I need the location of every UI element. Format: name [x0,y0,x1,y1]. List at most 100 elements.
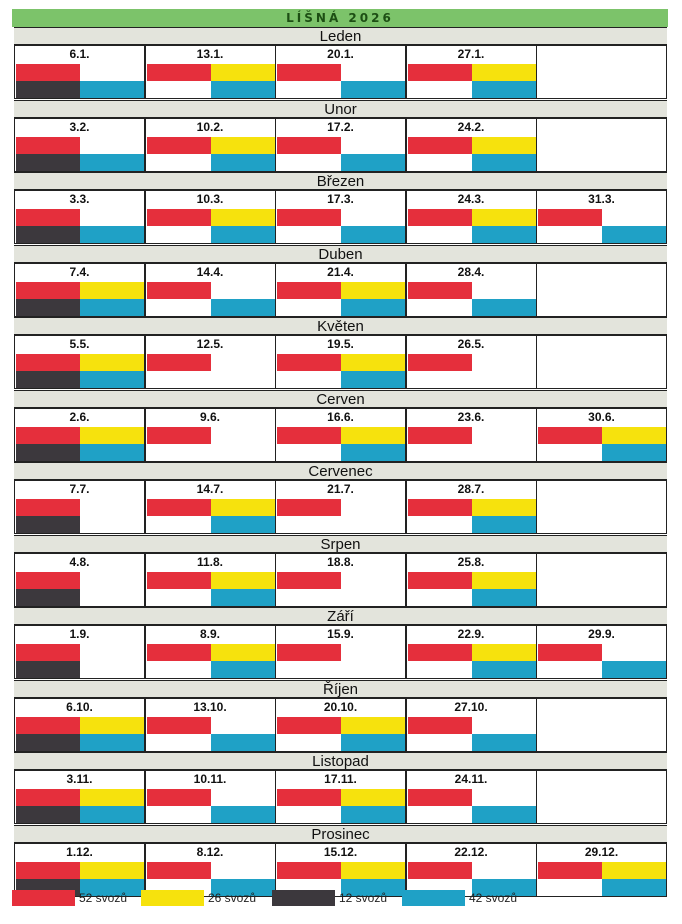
empty-day [536,263,667,317]
collection-day: 6.1. [14,45,145,99]
collection-date: 13.1. [196,47,224,61]
collection-date: 11.8. [196,555,224,569]
collection-day: 4.8. [14,553,145,607]
blue-collection-band [80,879,144,896]
collection-date: 14.7. [196,482,224,496]
collection-day: 21.7. [275,480,406,534]
collection-date [537,46,666,63]
collection-day: 8.12. [144,843,276,897]
red-collection-band [407,862,472,879]
collection-day: 5.5. [14,335,145,389]
blue-collection-band [341,734,405,751]
blue-collection-band [471,81,536,98]
red-collection-band [277,427,341,444]
blue-collection-band [210,661,275,678]
collection-date: 20.1. [327,47,354,61]
collection-day: 21.4. [275,263,406,317]
blue-collection-band [80,154,144,171]
collection-date: 24.3. [457,192,485,206]
collection-day: 19.5. [275,335,406,389]
yellow-collection-band [471,644,536,661]
collection-date: 24.11. [454,772,488,786]
dark-collection-band [16,444,80,461]
collection-date: 28.4. [457,265,485,279]
collection-day: 23.6. [405,408,537,462]
collection-date: 23.6. [457,410,485,424]
collection-date: 20.10. [323,700,358,714]
collection-date: 30.6. [588,410,615,424]
collection-date: 10.11. [193,772,227,786]
red-collection-band [277,354,341,371]
red-collection-band [16,572,80,589]
month-header: Cervenec [14,462,667,480]
red-collection-band [277,64,341,81]
collection-date: 8.9. [199,627,220,641]
red-collection-band [277,572,341,589]
collection-date [537,771,666,788]
yellow-collection-band [602,427,666,444]
collection-date: 21.7. [327,482,354,496]
blue-collection-band [210,589,275,606]
collection-date: 3.3. [69,192,90,206]
yellow-collection-band [341,427,405,444]
legend-label: 52 svozů [79,891,128,905]
blue-collection-band [602,226,666,243]
collection-date: 18.8. [327,555,354,569]
collection-date: 22.9. [457,627,485,641]
collection-day: 14.7. [144,480,276,534]
red-collection-band [146,789,211,806]
yellow-collection-band [471,572,536,589]
red-collection-band [407,427,472,444]
collection-day: 3.3. [14,190,145,244]
yellow-collection-band [341,354,405,371]
collection-day: 10.2. [144,118,276,172]
collection-day: 3.11. [14,770,145,824]
red-collection-band [16,64,80,81]
empty-day [536,698,667,752]
dark-collection-band [16,661,80,678]
collection-date: 15.9. [327,627,354,641]
collection-date: 28.7. [457,482,485,496]
yellow-collection-band [341,282,405,299]
red-collection-band [277,789,341,806]
collection-day: 17.3. [275,190,406,244]
collection-day: 17.11. [275,770,406,824]
blue-collection-band [341,154,405,171]
collection-day: 29.12. [536,843,667,897]
collection-day: 13.1. [144,45,276,99]
collection-date: 7.4. [69,265,90,279]
collection-day: 14.4. [144,263,276,317]
yellow-collection-band [210,572,275,589]
blue-collection-band [341,806,405,823]
blue-collection-band [341,81,405,98]
red-collection-band [16,354,80,371]
collection-day: 24.3. [405,190,537,244]
collection-date [537,119,666,136]
collection-date [537,336,666,353]
collection-day: 26.5. [405,335,537,389]
red-collection-band [538,862,602,879]
blue-collection-band [471,299,536,316]
red-collection-band [277,499,341,516]
blue-collection-band [471,516,536,533]
dark-collection-band [16,226,80,243]
collection-day: 3.2. [14,118,145,172]
collection-day: 27.1. [405,45,537,99]
collection-day: 13.10. [144,698,276,752]
empty-day [536,118,667,172]
yellow-collection-band [210,644,275,661]
red-collection-band [146,644,211,661]
yellow-collection-band [210,499,275,516]
yellow-collection-band [602,862,666,879]
yellow-collection-band [80,717,144,734]
blue-collection-band [80,444,144,461]
collection-date: 1.9. [69,627,90,641]
collection-date: 29.9. [588,627,615,641]
empty-day [536,553,667,607]
red-collection-band [277,717,341,734]
collection-day: 31.3. [536,190,667,244]
dark-collection-band [16,589,80,606]
red-collection-band [146,209,211,226]
collection-day: 10.11. [144,770,276,824]
blue-collection-band [80,299,144,316]
